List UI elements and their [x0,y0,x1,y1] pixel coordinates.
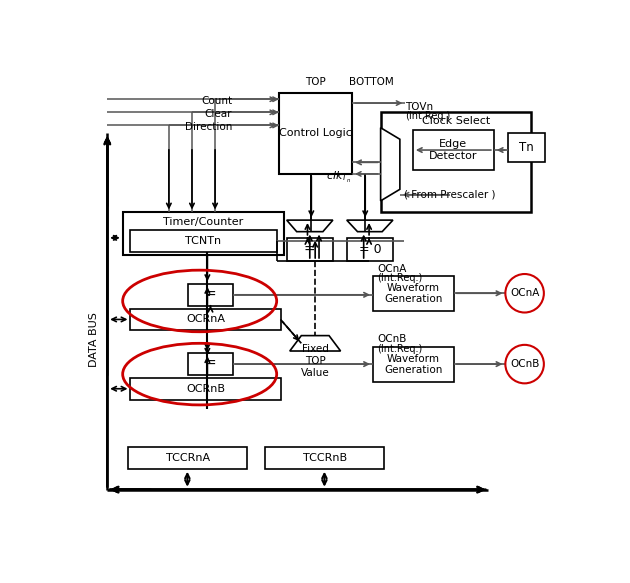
Text: OCnB: OCnB [377,335,407,345]
Text: TCCRnB: TCCRnB [303,453,347,463]
Text: Waveform
Generation: Waveform Generation [384,283,442,304]
Text: DATA BUS: DATA BUS [89,312,99,367]
Text: TCCRnA: TCCRnA [166,453,210,463]
Text: (Int.Req.): (Int.Req.) [377,273,423,283]
Text: OCnA: OCnA [510,288,539,298]
Text: =: = [304,243,316,257]
Text: Clock Select: Clock Select [421,116,490,126]
Text: Timer/Counter: Timer/Counter [163,217,244,227]
Circle shape [505,274,544,312]
Bar [123,212,284,255]
Polygon shape [287,220,333,231]
Bar [128,447,248,469]
Polygon shape [346,220,393,231]
Text: ( From Prescaler ): ( From Prescaler ) [404,189,496,200]
Text: (Int.Req.): (Int.Req.) [405,111,450,121]
Text: Edge
Detector: Edge Detector [429,139,478,161]
Text: BOTTOM: BOTTOM [349,76,394,86]
Bar [373,276,454,311]
Bar [287,238,333,261]
Text: TCNTn: TCNTn [185,236,222,246]
Text: OCnA: OCnA [377,264,407,273]
Polygon shape [381,128,400,201]
Text: TOP: TOP [305,76,326,86]
Text: OCRnB: OCRnB [186,384,225,394]
Circle shape [505,345,544,384]
Bar [279,93,352,174]
Text: =: = [205,288,216,302]
Text: Direction: Direction [185,122,232,132]
Bar [381,113,530,212]
Text: Tn: Tn [518,141,534,154]
Text: Control Logic: Control Logic [279,128,352,139]
Bar [130,308,280,330]
Text: $clk_{T_n}$: $clk_{T_n}$ [326,170,351,185]
Bar [265,447,384,469]
Bar [130,230,277,252]
Bar [413,130,494,170]
Text: Waveform
Generation: Waveform Generation [384,354,442,375]
Polygon shape [290,336,341,351]
Text: OCRnA: OCRnA [186,314,225,325]
Text: TOVn: TOVn [405,102,433,112]
Bar [188,353,233,375]
Bar [346,238,393,261]
Text: Fixed
TOP
Value: Fixed TOP Value [301,345,329,378]
Bar [373,347,454,382]
Text: Count: Count [201,96,232,106]
Text: OCnB: OCnB [510,359,539,369]
Text: (Int.Req.): (Int.Req.) [377,344,423,354]
Bar [188,284,233,305]
Bar [508,133,544,162]
Bar [130,378,280,399]
Text: = 0: = 0 [358,243,381,256]
Text: =: = [205,357,216,371]
Text: Clear: Clear [205,109,232,119]
